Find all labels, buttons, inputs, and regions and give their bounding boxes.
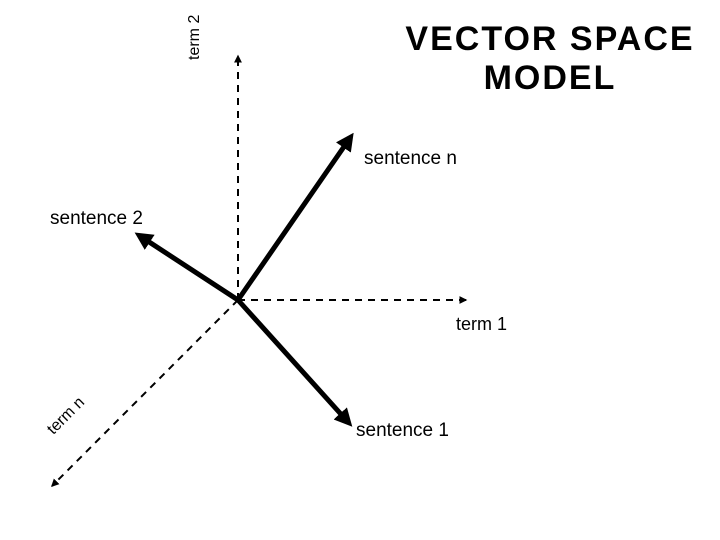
vector-sentence-1 — [238, 300, 348, 422]
vector-sentence-2 — [140, 236, 238, 300]
axis-label-term-2: term 2 — [186, 15, 204, 60]
vector-label-sentence-1: sentence 1 — [356, 420, 449, 442]
vector-sentence-n — [238, 138, 350, 300]
diagram-stage: { "type": "vector-space-diagram", "canva… — [0, 0, 720, 540]
vector-label-sentence-2: sentence 2 — [50, 208, 143, 230]
vector-space-svg — [0, 0, 720, 540]
vector-label-sentence-n: sentence n — [364, 148, 457, 170]
axis-label-term-1: term 1 — [456, 314, 507, 335]
axis-term-n — [52, 300, 238, 486]
